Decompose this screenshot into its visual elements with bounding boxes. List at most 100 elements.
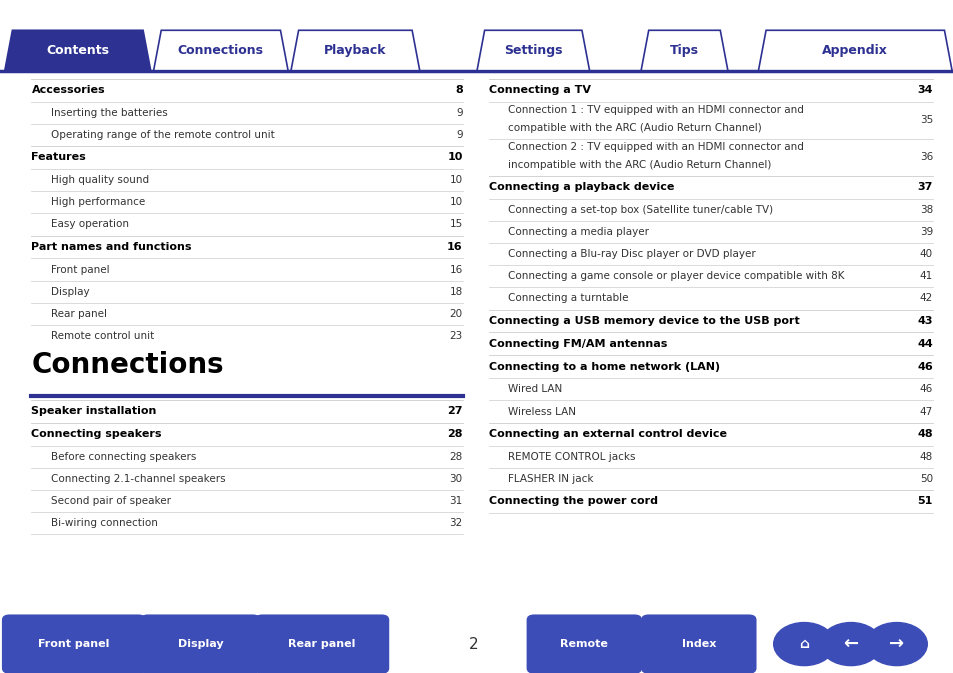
Text: 16: 16 — [447, 242, 462, 252]
Text: Rear panel: Rear panel — [51, 309, 107, 319]
Text: Rear panel: Rear panel — [288, 639, 355, 649]
Text: 10: 10 — [449, 197, 462, 207]
FancyBboxPatch shape — [640, 614, 756, 673]
Text: Connection 2 : TV equipped with an HDMI connector and: Connection 2 : TV equipped with an HDMI … — [508, 142, 803, 152]
Text: incompatible with the ARC (Audio Return Channel): incompatible with the ARC (Audio Return … — [508, 160, 771, 170]
Text: Second pair of speaker: Second pair of speaker — [51, 496, 171, 506]
FancyBboxPatch shape — [254, 614, 389, 673]
Text: Index: Index — [680, 639, 716, 649]
Text: 8: 8 — [455, 85, 462, 95]
Text: Connecting a Blu-ray Disc player or DVD player: Connecting a Blu-ray Disc player or DVD … — [508, 249, 756, 259]
Text: Connecting 2.1-channel speakers: Connecting 2.1-channel speakers — [51, 474, 225, 484]
Text: Settings: Settings — [503, 44, 562, 57]
Text: →: → — [888, 635, 903, 653]
Text: 40: 40 — [919, 249, 932, 259]
Text: 39: 39 — [919, 227, 932, 237]
Text: Connecting FM/AM antennas: Connecting FM/AM antennas — [489, 339, 667, 349]
Text: High quality sound: High quality sound — [51, 175, 149, 185]
Text: Connecting a game console or player device compatible with 8K: Connecting a game console or player devi… — [508, 271, 844, 281]
Text: Connecting a playback device: Connecting a playback device — [489, 182, 674, 192]
Polygon shape — [640, 30, 727, 71]
Polygon shape — [5, 30, 151, 71]
Text: High performance: High performance — [51, 197, 145, 207]
Text: Contents: Contents — [46, 44, 110, 57]
Text: Tips: Tips — [669, 44, 699, 57]
Text: Display: Display — [177, 639, 223, 649]
Text: 18: 18 — [449, 287, 462, 297]
Text: 20: 20 — [449, 309, 462, 319]
Text: Part names and functions: Part names and functions — [31, 242, 192, 252]
Text: Connecting a set-top box (Satellite tuner/cable TV): Connecting a set-top box (Satellite tune… — [508, 205, 773, 215]
Text: Accessories: Accessories — [31, 85, 105, 95]
Text: 2: 2 — [469, 637, 478, 651]
Text: 15: 15 — [449, 219, 462, 229]
Text: ⌂: ⌂ — [799, 637, 808, 651]
Text: Wireless LAN: Wireless LAN — [508, 406, 576, 417]
Text: 35: 35 — [919, 115, 932, 125]
Text: Connecting speakers: Connecting speakers — [31, 429, 162, 439]
Text: 42: 42 — [919, 293, 932, 304]
Text: 48: 48 — [919, 452, 932, 462]
Polygon shape — [291, 30, 419, 71]
Text: Easy operation: Easy operation — [51, 219, 129, 229]
Text: 23: 23 — [449, 331, 462, 341]
Text: Display: Display — [51, 287, 89, 297]
Polygon shape — [758, 30, 951, 71]
Text: Wired LAN: Wired LAN — [508, 384, 562, 394]
Text: Bi-wiring connection: Bi-wiring connection — [51, 518, 157, 528]
Text: 16: 16 — [449, 264, 462, 275]
Text: Connections: Connections — [31, 351, 224, 379]
Text: Connecting a USB memory device to the USB port: Connecting a USB memory device to the US… — [489, 316, 800, 326]
Text: Operating range of the remote control unit: Operating range of the remote control un… — [51, 130, 274, 140]
Text: compatible with the ARC (Audio Return Channel): compatible with the ARC (Audio Return Ch… — [508, 123, 761, 133]
Text: 36: 36 — [919, 152, 932, 162]
FancyBboxPatch shape — [140, 614, 260, 673]
Text: 28: 28 — [447, 429, 462, 439]
FancyBboxPatch shape — [2, 614, 146, 673]
Text: 46: 46 — [919, 384, 932, 394]
Text: Remote: Remote — [559, 639, 608, 649]
Text: 30: 30 — [449, 474, 462, 484]
Text: 44: 44 — [916, 339, 932, 349]
Text: Speaker installation: Speaker installation — [31, 406, 156, 416]
Text: 37: 37 — [917, 182, 932, 192]
Text: REMOTE CONTROL jacks: REMOTE CONTROL jacks — [508, 452, 636, 462]
Text: Features: Features — [31, 153, 86, 162]
Text: 9: 9 — [456, 130, 462, 140]
Text: 48: 48 — [917, 429, 932, 439]
Text: ←: ← — [842, 635, 858, 653]
Circle shape — [820, 623, 881, 666]
Text: 9: 9 — [456, 108, 462, 118]
Text: 31: 31 — [449, 496, 462, 506]
Text: Front panel: Front panel — [38, 639, 110, 649]
Circle shape — [865, 623, 926, 666]
Text: Inserting the batteries: Inserting the batteries — [51, 108, 167, 118]
Text: Connecting a TV: Connecting a TV — [489, 85, 591, 95]
Text: 43: 43 — [917, 316, 932, 326]
Text: Connecting a turntable: Connecting a turntable — [508, 293, 628, 304]
Text: Front panel: Front panel — [51, 264, 109, 275]
Text: Connecting the power cord: Connecting the power cord — [489, 497, 658, 506]
Text: 28: 28 — [449, 452, 462, 462]
Text: 51: 51 — [917, 497, 932, 506]
Text: 38: 38 — [919, 205, 932, 215]
Text: 46: 46 — [916, 362, 932, 371]
Text: 27: 27 — [447, 406, 462, 416]
FancyBboxPatch shape — [526, 614, 641, 673]
Polygon shape — [476, 30, 589, 71]
Text: Connecting a media player: Connecting a media player — [508, 227, 649, 237]
Text: Connecting an external control device: Connecting an external control device — [489, 429, 726, 439]
Text: 47: 47 — [919, 406, 932, 417]
Text: 50: 50 — [919, 474, 932, 484]
Text: Before connecting speakers: Before connecting speakers — [51, 452, 195, 462]
Text: 34: 34 — [917, 85, 932, 95]
Text: Connecting to a home network (LAN): Connecting to a home network (LAN) — [489, 362, 720, 371]
Text: 32: 32 — [449, 518, 462, 528]
Text: Appendix: Appendix — [821, 44, 887, 57]
Text: Remote control unit: Remote control unit — [51, 331, 153, 341]
Polygon shape — [153, 30, 288, 71]
Text: 41: 41 — [919, 271, 932, 281]
Text: Playback: Playback — [324, 44, 386, 57]
Text: 10: 10 — [447, 153, 462, 162]
Text: FLASHER IN jack: FLASHER IN jack — [508, 474, 594, 484]
